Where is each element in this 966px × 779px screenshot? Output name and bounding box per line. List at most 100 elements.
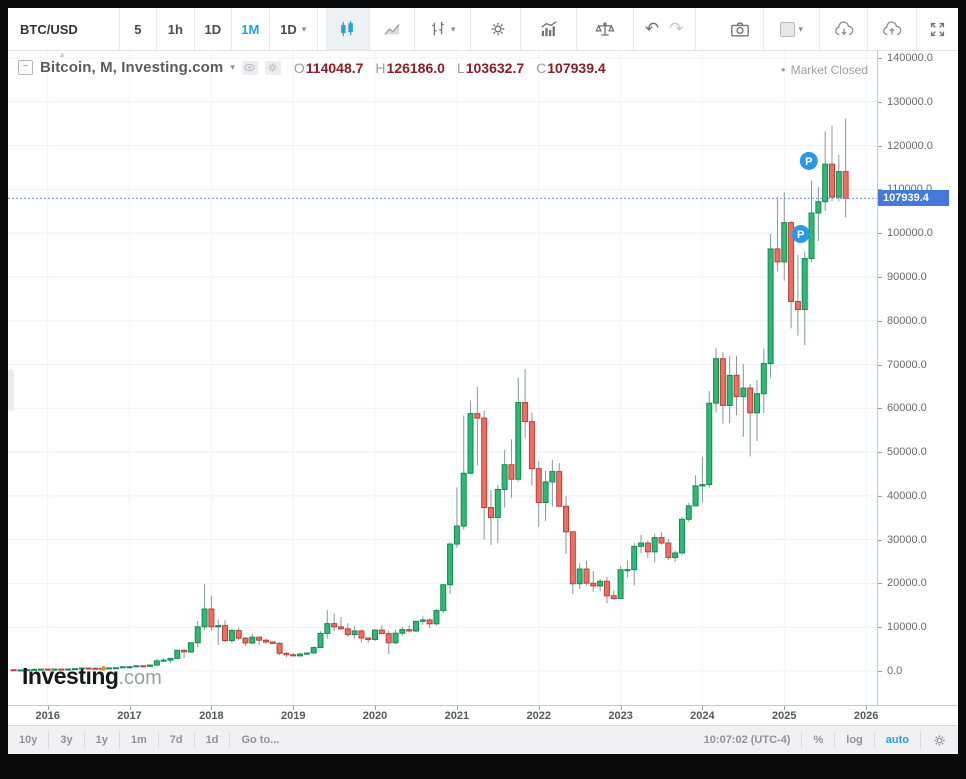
interval-dropdown[interactable]: 1D ▾ <box>269 8 318 50</box>
price-tick-label: 30000.0 <box>887 533 927 546</box>
svg-text:P: P <box>797 229 804 241</box>
range-button-3y[interactable]: 3y <box>49 732 85 748</box>
toolbar-spacer <box>317 8 326 50</box>
save-chart-button[interactable] <box>868 8 917 50</box>
load-chart-button[interactable] <box>819 8 869 50</box>
redo-icon[interactable]: ↷ <box>669 19 684 38</box>
chart-application: BTC/USD 5 1h 1D 1M 1D ▾ ▾ ↶ <box>8 8 958 754</box>
axis-settings-button[interactable] <box>920 732 958 748</box>
close-label: C <box>536 59 547 76</box>
price-tick-label: 40000.0 <box>887 489 927 502</box>
low-label: L <box>456 59 465 76</box>
price-tick-mark <box>878 101 882 103</box>
time-axis[interactable]: 2016 2017 2018 2019 2020 2021 2022 2023 2024 2025… <box>8 705 958 725</box>
year-tick-label: 2022 <box>526 710 551 722</box>
last-price-tag: 107939.4 <box>878 190 949 207</box>
price-tick-label: 50000.0 <box>887 446 927 459</box>
price-tick-mark <box>878 145 882 147</box>
scales-icon <box>595 21 615 36</box>
candlestick-chart-type-button[interactable] <box>325 8 371 50</box>
goto-button[interactable]: Go to... <box>241 734 280 746</box>
compare-button[interactable] <box>577 8 634 50</box>
log-scale-button[interactable]: log <box>834 732 874 748</box>
price-tick-mark <box>878 495 882 497</box>
candlestick-chart[interactable]: PP <box>8 51 877 705</box>
legend-title[interactable]: Bitcoin, M, Investing.com <box>40 59 224 76</box>
undo-icon[interactable]: ↶ <box>644 19 660 38</box>
open-value: 114048.7 <box>305 59 364 76</box>
chart-settings-button[interactable] <box>476 8 522 50</box>
price-tick-label: 70000.0 <box>887 358 927 371</box>
year-tick-mark <box>620 706 622 710</box>
market-status: ● Market Closed <box>781 63 868 77</box>
price-tick-label: 100000.0 <box>887 227 933 240</box>
investing-watermark: Investıng.com <box>22 663 162 690</box>
snapshot-button[interactable] <box>717 8 764 50</box>
range-button-1m[interactable]: 1m <box>120 732 159 748</box>
interval-button-1d[interactable]: 1D <box>194 8 233 50</box>
toolbar-collapse-icon[interactable]: ▴ <box>60 51 65 59</box>
year-tick-label: 2020 <box>362 710 388 722</box>
year-tick-mark <box>456 706 458 710</box>
event-marker-p <box>791 225 810 244</box>
fullscreen-button[interactable] <box>916 8 958 50</box>
chevron-down-icon[interactable]: ▾ <box>230 62 235 72</box>
indicators-button[interactable] <box>521 8 578 50</box>
chevron-down-icon: ▾ <box>450 23 456 34</box>
bottom-toolbar: 10y 3y 1y 1m 7d 1d Go to... 10:07:02 (UT… <box>8 725 958 754</box>
price-tick-mark <box>878 58 882 59</box>
legend-collapse-icon[interactable]: − <box>18 60 33 75</box>
interval-button-1m-active[interactable]: 1M <box>232 8 270 50</box>
bars-chart-type-dropdown[interactable]: ▾ <box>414 8 471 50</box>
gear-icon <box>268 63 278 72</box>
interval-button-1h[interactable]: 1h <box>157 8 195 50</box>
year-tick-mark <box>211 706 213 710</box>
area-chart-type-button[interactable] <box>370 8 415 50</box>
line-chart-icon <box>384 24 400 35</box>
watermark-orange-dot <box>101 666 106 671</box>
year-tick-label: 2021 <box>444 710 470 722</box>
svg-text:P: P <box>805 156 812 168</box>
gear-icon <box>934 734 945 746</box>
ohlc-bars-icon <box>432 21 444 36</box>
price-tick-label: 20000.0 <box>887 577 927 590</box>
symbol-label: BTC/USD <box>20 21 78 37</box>
watermark-suffix: .com <box>118 667 162 689</box>
year-tick-mark <box>293 706 295 710</box>
range-button-7d[interactable]: 7d <box>159 732 195 748</box>
high-value: 126186.0 <box>386 59 445 76</box>
percent-scale-button[interactable]: % <box>801 732 834 748</box>
price-tick-label: 120000.0 <box>887 139 933 152</box>
year-tick-label: 2017 <box>117 710 142 722</box>
bottom-toolbar-right: 10:07:02 (UTC-4) % log auto <box>693 732 958 748</box>
toolbar-spacer <box>695 8 718 50</box>
range-button-1d[interactable]: 1d <box>195 732 231 748</box>
candlestick-icon <box>341 20 354 37</box>
price-tick-mark <box>878 452 882 454</box>
eye-icon <box>244 63 256 72</box>
symbol-input[interactable]: BTC/USD <box>8 8 120 50</box>
price-axis[interactable]: 107939.4 0.0 10000.0 20000.0 30000.0 40000.0… <box>877 51 958 705</box>
price-tick-label: 90000.0 <box>887 270 927 283</box>
year-tick-label: 2016 <box>35 710 60 722</box>
series-visibility-button[interactable] <box>241 60 258 75</box>
price-tick-mark <box>878 320 882 322</box>
clock-label: 10:07:02 (UTC-4) <box>703 734 791 746</box>
high-label: H <box>375 59 386 76</box>
market-status-label: Market Closed <box>790 63 868 77</box>
gear-icon <box>492 22 505 36</box>
year-tick-label: 2026 <box>853 710 879 722</box>
series-settings-button[interactable] <box>264 60 281 75</box>
interval-dropdown-value: 1D <box>280 21 297 37</box>
range-button-10y[interactable]: 10y <box>8 732 50 748</box>
auto-scale-button[interactable]: auto <box>873 732 920 748</box>
layout-dropdown[interactable]: ▾ <box>763 8 820 50</box>
price-tick-mark <box>878 276 882 278</box>
drawing-panel-handle[interactable] <box>8 369 14 411</box>
indicators-icon <box>541 21 557 37</box>
range-button-1y[interactable]: 1y <box>85 732 120 748</box>
interval-button-5[interactable]: 5 <box>119 8 158 50</box>
ohlc-readout: O 114048.7 H 126186.0 L 103632.7 C 107939.4 <box>294 60 606 76</box>
layout-square-icon <box>779 21 795 37</box>
